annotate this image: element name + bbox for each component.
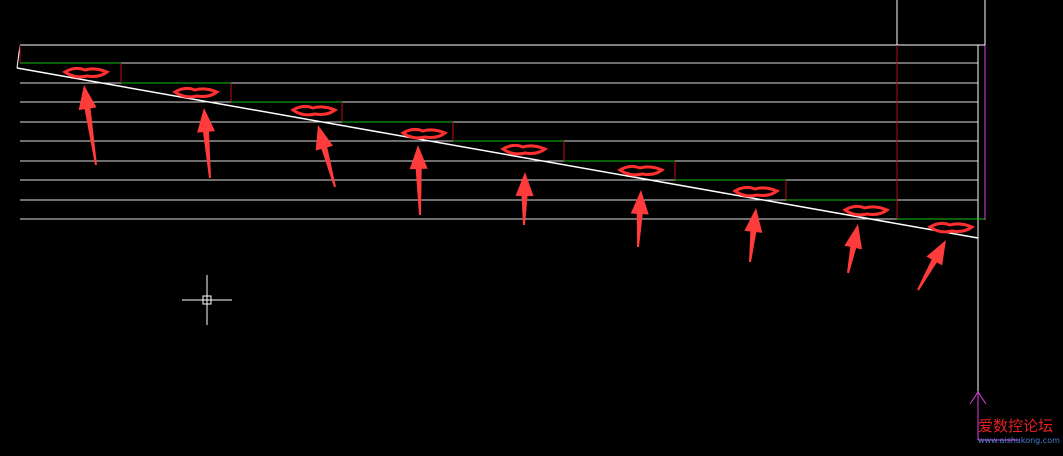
ucs-icon (969, 391, 1020, 441)
red-arrow (844, 224, 863, 274)
watermark-title: 爱数控论坛 (978, 417, 1053, 435)
ucs-arrow (969, 391, 987, 405)
red-arrow (630, 190, 649, 248)
red-arrow (409, 145, 428, 216)
scribble-mark (927, 221, 976, 234)
red-arrow (78, 85, 97, 166)
scribble-mark (172, 86, 221, 99)
watermark-url: www.aishukong.com (978, 436, 1060, 445)
cursor-box (202, 295, 212, 305)
drawing (16, 0, 986, 392)
slope-line (16, 67, 979, 239)
scribble-mark (62, 66, 111, 79)
red-arrow (917, 240, 946, 291)
scribble-mark (290, 104, 339, 117)
scribble-mark (732, 185, 781, 198)
red-arrow (515, 172, 534, 226)
scribble-mark (617, 164, 666, 177)
scribble-mark (842, 204, 891, 217)
crosshair-cursor (182, 275, 232, 325)
scribble-mark (400, 127, 449, 140)
red-arrow (744, 208, 763, 263)
red-arrow (315, 125, 336, 188)
scribble-mark (500, 143, 549, 156)
red-arrow (197, 108, 216, 179)
